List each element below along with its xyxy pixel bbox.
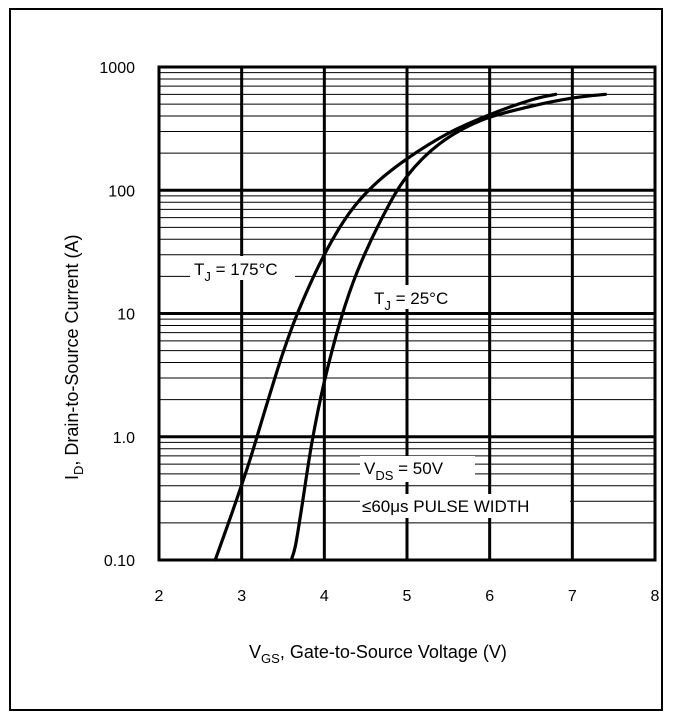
vds-annotation: VDS = 50V — [364, 459, 444, 483]
x-tick-label: 5 — [403, 588, 412, 605]
y-axis-title: ID, Drain-to-Source Current (A) — [62, 235, 86, 480]
y-tick-label: 1000 — [99, 60, 135, 77]
tick-labels: 2 3 4 5 6 7 8 0.10 1.0 10 100 1000 — [99, 60, 659, 605]
y-tick-label: 100 — [108, 183, 135, 200]
x-tick-label: 2 — [155, 588, 164, 605]
y-tick-label: 10 — [117, 307, 135, 324]
curve-25c — [289, 92, 607, 562]
pulse-annotation: ≤60μs PULSE WIDTH — [362, 497, 529, 516]
x-tick-label: 4 — [320, 588, 329, 605]
x-tick-label: 3 — [237, 588, 246, 605]
plot-border — [157, 65, 657, 562]
label-bg-175 — [190, 256, 295, 280]
series-label-25c: TJ = 25°C — [374, 289, 448, 313]
y-tick-label: 1.0 — [113, 430, 135, 447]
series-label-175c: TJ = 175°C — [194, 260, 278, 284]
chart-frame — [9, 8, 663, 711]
curve-175c — [213, 92, 558, 562]
pulse-bg — [360, 494, 570, 518]
x-axis-title: VGS, Gate-to-Source Voltage (V) — [249, 642, 507, 666]
label-bg-25 — [370, 285, 470, 309]
series-layer — [213, 92, 607, 562]
x-tick-label: 6 — [485, 588, 494, 605]
vds-bg — [360, 456, 475, 482]
x-tick-label: 7 — [568, 588, 577, 605]
x-tick-label: 8 — [651, 588, 660, 605]
y-tick-label: 0.10 — [104, 553, 135, 570]
